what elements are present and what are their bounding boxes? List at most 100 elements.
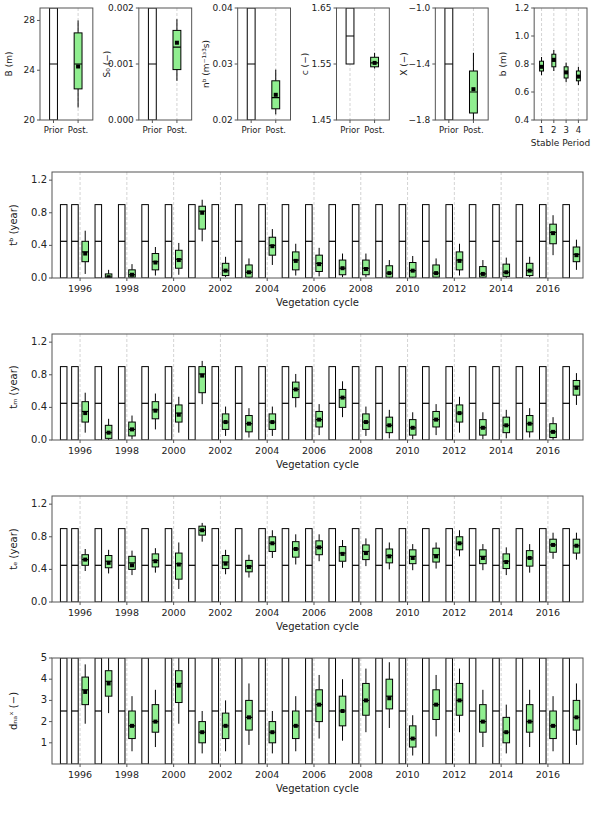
median — [282, 565, 289, 566]
plot-background — [52, 172, 583, 278]
box — [539, 367, 546, 440]
median — [95, 241, 102, 242]
box — [306, 367, 313, 440]
box — [60, 658, 67, 764]
x-tick — [152, 120, 153, 123]
whisker — [342, 381, 343, 389]
box — [95, 529, 102, 602]
grid-line — [267, 658, 268, 764]
whisker — [459, 270, 460, 276]
whisker — [108, 568, 109, 574]
whisker — [506, 258, 507, 265]
whisker — [108, 696, 109, 713]
whisker — [506, 569, 507, 576]
plot-area — [247, 8, 279, 120]
whisker — [459, 397, 460, 405]
whisker — [576, 553, 577, 560]
box — [503, 717, 510, 742]
grid-line — [173, 658, 174, 764]
box — [539, 529, 546, 602]
median — [563, 565, 570, 566]
y-tick — [235, 64, 238, 65]
x-tick-label: 1996 — [68, 283, 92, 294]
whisker — [389, 563, 390, 570]
x-tick — [267, 602, 268, 605]
x-tick — [173, 278, 174, 281]
median — [329, 403, 336, 404]
dot — [177, 562, 181, 566]
whisker — [295, 270, 296, 276]
y-tick — [49, 407, 52, 408]
median — [446, 241, 453, 242]
median — [72, 241, 79, 242]
box — [409, 726, 416, 747]
whisker — [225, 257, 226, 264]
box — [493, 367, 500, 440]
x-tick — [313, 440, 314, 443]
whisker — [202, 535, 203, 542]
box — [469, 529, 476, 602]
whisker — [78, 20, 79, 32]
whisker — [202, 393, 203, 404]
box — [493, 205, 500, 278]
x-tick — [360, 278, 361, 281]
panel: 1234519961998200020022004200620082010201… — [8, 652, 583, 794]
box — [446, 367, 453, 440]
box — [493, 529, 500, 602]
grid-line — [80, 496, 81, 602]
whisker — [412, 412, 413, 419]
plot-frame — [534, 8, 587, 120]
x-tick-label: 2012 — [442, 607, 466, 618]
whisker — [459, 422, 460, 433]
box — [105, 425, 112, 438]
y-tick-label: 0.4 — [31, 563, 47, 574]
median — [516, 710, 523, 711]
box — [399, 529, 406, 602]
median — [469, 565, 476, 566]
box — [446, 529, 453, 602]
median — [95, 710, 102, 711]
x-tick — [360, 602, 361, 605]
x-tick — [267, 440, 268, 443]
median — [399, 710, 406, 711]
box — [165, 658, 172, 764]
plot-area — [50, 8, 82, 120]
panel: 0.40.60.81.01.21234b (m)Stable Period — [498, 3, 591, 149]
median — [50, 63, 58, 64]
median — [446, 565, 453, 566]
box — [165, 367, 172, 440]
whisker — [506, 705, 507, 718]
plot-area — [60, 658, 579, 764]
y-tick-label: 0.002 — [108, 3, 134, 13]
box — [399, 367, 406, 440]
grid-line — [313, 334, 314, 440]
whisker — [436, 675, 437, 690]
dot — [224, 269, 228, 273]
dot — [576, 75, 580, 79]
dot — [317, 418, 321, 422]
box — [176, 671, 183, 703]
y-tick-label: 0.8 — [31, 531, 47, 542]
y-tick-label: 0.6 — [515, 87, 530, 97]
whisker — [553, 552, 554, 559]
whisker — [248, 555, 249, 561]
box — [82, 402, 89, 422]
panel: 1.451.551.65PriorPost.c (−) — [300, 3, 389, 136]
y-tick — [432, 64, 435, 65]
median — [259, 403, 266, 404]
box — [105, 556, 112, 568]
whisker — [576, 730, 577, 745]
grid-line — [360, 172, 361, 278]
x-tick — [578, 120, 579, 123]
whisker — [482, 412, 483, 419]
box — [129, 422, 136, 436]
x-tick — [454, 602, 455, 605]
y-tick-label: 0.4 — [31, 239, 47, 250]
dot — [270, 244, 274, 248]
dot — [270, 730, 274, 734]
box — [259, 205, 266, 278]
y-tick — [49, 504, 52, 505]
y-tick — [37, 120, 40, 121]
box — [371, 57, 379, 67]
dot — [200, 211, 204, 215]
